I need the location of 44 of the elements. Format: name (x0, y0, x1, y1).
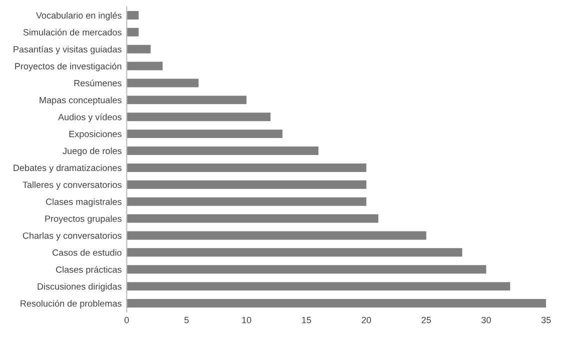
y-tick-label: Casos de estudio (52, 249, 122, 256)
y-tick-label: Charlas y conversatorios (22, 232, 122, 241)
bar (126, 214, 378, 223)
bar (126, 62, 163, 70)
y-tick-label: Talleres y conversatorios (22, 181, 122, 190)
y-tick-label: Resúmenes (74, 80, 122, 86)
y-tick-label: Exposiciones (69, 130, 122, 139)
bar (126, 28, 139, 36)
y-tick-label: Juego de roles (62, 147, 122, 156)
bar (126, 96, 247, 104)
y-tick-label: Audios y vídeos (58, 114, 122, 122)
y-tick-label: Debates y dramatizaciones (14, 164, 122, 173)
bar (126, 265, 486, 274)
bar (126, 282, 510, 291)
x-tick-label: 20 (362, 316, 372, 324)
y-tick-label: Clases magistrales (46, 198, 122, 207)
y-tick-label: Resolución de problemas (20, 300, 122, 308)
bar (126, 197, 366, 206)
bar (126, 180, 366, 189)
bar (126, 146, 318, 155)
y-tick-label: Mapas conceptuales (40, 96, 122, 106)
y-tick-label: Pasantías y visitas guiadas (14, 46, 122, 54)
y-tick-label: Clases prácticas (56, 266, 122, 275)
x-tick-label: 25 (422, 316, 431, 324)
y-tick-label: Vocabulario en inglés (36, 12, 122, 20)
x-tick-label: 5 (184, 316, 189, 324)
bar (126, 44, 151, 54)
y-tick-label: Proyectos de investigación (15, 62, 122, 72)
x-tick-label: 0 (124, 316, 129, 324)
bar (126, 248, 462, 257)
bar (126, 299, 546, 308)
y-tick-label: Proyectos grupales (45, 215, 122, 224)
bar (126, 78, 199, 88)
bar (126, 10, 139, 20)
y-tick-label: Discusiones dirigidas (38, 283, 122, 292)
bar (126, 130, 282, 138)
x-tick-label: 15 (302, 316, 312, 324)
bar (126, 163, 366, 172)
x-tick-label: 10 (242, 316, 252, 324)
bar (126, 231, 426, 240)
bar (126, 112, 270, 122)
x-tick-label: 30 (482, 316, 491, 324)
x-tick-label: 35 (541, 316, 551, 324)
y-tick-label: Simulación de mercados (23, 28, 122, 36)
